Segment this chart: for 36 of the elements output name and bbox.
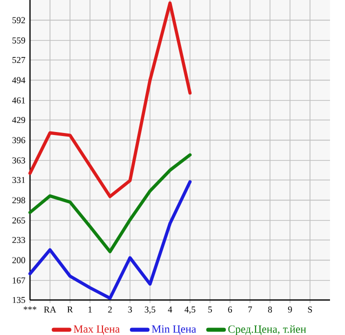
x-tick-label: 7 [248,306,252,312]
y-tick-label: 200 [12,257,26,264]
y-tick-label: 559 [12,37,26,44]
x-tick-label: 3,5 [144,306,156,314]
x-tick-label: 8 [268,306,272,313]
x-tick-label: *** [24,306,36,310]
legend-label: Max Цена [74,325,120,335]
line-series [28,153,192,254]
x-tick-label: 9 [288,306,292,313]
y-tick-label: 167 [12,277,26,284]
x-tick-label: 6 [228,306,232,313]
x-tick-label: 1 [88,306,92,312]
y-tick-label: 233 [12,236,26,244]
x-tick-label: 3 [128,306,132,313]
legend-label: Min Цена [152,325,196,335]
y-tick-label: 396 [12,137,26,144]
x-tick-label: 4 [168,306,172,312]
line-series [28,180,192,300]
y-tick-label: 331 [12,176,25,184]
y-tick-label: 592 [12,17,25,24]
legend-label: Сред.Цена, т.йен [228,325,306,335]
x-tick-label: RA [44,306,56,312]
y-tick-label: 527 [12,56,26,64]
y-tick-label: 298 [12,197,26,204]
y-tick-label: 429 [12,116,26,124]
y-tick-label: 494 [12,77,26,84]
x-tick-label: S [308,306,312,313]
x-tick-label: 2 [108,306,112,312]
line-series [28,1,192,198]
x-tick-label: 5 [208,306,212,313]
y-tick-label: 461 [12,97,25,104]
x-tick-label: R [67,306,73,312]
y-tick-label: 265 [12,217,26,224]
y-tick-label: 363 [12,157,26,164]
x-tick-label: 4,5 [184,306,196,314]
y-tick-label: 135 [12,296,26,304]
